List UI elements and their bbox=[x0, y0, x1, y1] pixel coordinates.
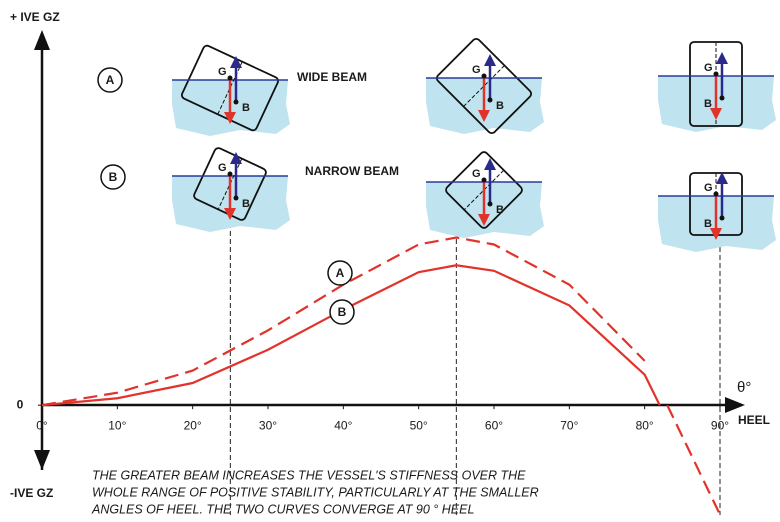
b-point bbox=[719, 215, 725, 221]
y-arrow-up bbox=[34, 30, 50, 50]
x-symbol: θ° bbox=[737, 379, 751, 396]
x-tick-label: 20° bbox=[184, 418, 202, 432]
y-label-top: + IVE GZ bbox=[10, 10, 60, 24]
g-label: G bbox=[218, 162, 227, 174]
y-label-bottom: -IVE GZ bbox=[10, 486, 53, 500]
arrow-head bbox=[230, 152, 242, 164]
x-tick-label: 0° bbox=[36, 418, 48, 432]
series-label: A bbox=[336, 266, 345, 280]
arrow-head bbox=[478, 214, 490, 226]
legend-label: A bbox=[106, 73, 115, 87]
b-label: B bbox=[242, 198, 250, 210]
hull bbox=[435, 37, 533, 135]
x-arrow bbox=[725, 397, 745, 413]
b-label: B bbox=[704, 98, 712, 110]
hull bbox=[181, 44, 279, 132]
x-tick-label: 40° bbox=[334, 418, 352, 432]
g-point bbox=[713, 191, 719, 197]
note-line: WHOLE RANGE OF POSITIVE STABILITY, PARTI… bbox=[92, 485, 539, 499]
x-label: HEEL bbox=[738, 413, 770, 427]
b-label: B bbox=[704, 218, 712, 230]
g-point bbox=[227, 75, 233, 81]
y-arrow-down bbox=[34, 450, 50, 470]
b-label: B bbox=[496, 204, 504, 216]
b-point bbox=[487, 97, 493, 103]
centreline bbox=[463, 65, 505, 107]
g-label: G bbox=[472, 168, 481, 180]
arrow-head bbox=[484, 158, 496, 170]
ship-sketch: GB bbox=[658, 172, 776, 252]
x-tick-label: 70° bbox=[560, 418, 578, 432]
ship-sketch: GB bbox=[172, 147, 290, 232]
g-label: G bbox=[472, 64, 481, 76]
g-point bbox=[481, 73, 487, 79]
y-tick-label: 0 bbox=[17, 397, 24, 411]
legend-circle bbox=[97, 67, 123, 93]
arrow-head bbox=[710, 228, 722, 240]
note-line: ANGLES OF HEEL. THE TWO CURVES CONVERGE … bbox=[91, 502, 474, 516]
arrow-head bbox=[478, 110, 490, 122]
b-point bbox=[233, 195, 239, 201]
series-label: B bbox=[338, 305, 347, 319]
series-label-circle bbox=[327, 260, 353, 286]
g-label: G bbox=[704, 62, 713, 74]
legend-label: B bbox=[109, 170, 118, 184]
g-point bbox=[481, 177, 487, 183]
g-point bbox=[227, 171, 233, 177]
x-tick-label: 60° bbox=[485, 418, 503, 432]
series-line bbox=[41, 236, 721, 516]
x-tick-label: 80° bbox=[636, 418, 654, 432]
b-point bbox=[487, 201, 493, 207]
ship-sketch: GB bbox=[426, 151, 544, 238]
arrow-head bbox=[716, 172, 728, 184]
x-tick-label: 30° bbox=[259, 418, 277, 432]
legend-circle bbox=[100, 164, 126, 190]
b-point bbox=[233, 99, 239, 105]
arrow-head bbox=[230, 56, 242, 68]
beam-label: NARROW BEAM bbox=[305, 164, 399, 178]
beam-label: WIDE BEAM bbox=[297, 70, 367, 84]
arrow-head bbox=[716, 52, 728, 64]
arrow-head bbox=[710, 108, 722, 120]
x-tick-label: 10° bbox=[108, 418, 126, 432]
note-line: THE GREATER BEAM INCREASES THE VESSEL'S … bbox=[92, 468, 526, 482]
x-tick-label: 50° bbox=[410, 418, 428, 432]
arrow-head bbox=[484, 54, 496, 66]
ship-sketch: GB bbox=[426, 37, 544, 135]
b-label: B bbox=[496, 100, 504, 112]
ship-sketch: GB bbox=[172, 44, 290, 136]
arrow-head bbox=[224, 112, 236, 124]
g-label: G bbox=[704, 182, 713, 194]
centreline bbox=[217, 61, 243, 115]
series-label-circle bbox=[329, 299, 355, 325]
g-label: G bbox=[218, 66, 227, 78]
g-point bbox=[713, 71, 719, 77]
ship-sketch: GB bbox=[658, 41, 776, 132]
b-label: B bbox=[242, 102, 250, 114]
arrow-head bbox=[224, 208, 236, 220]
b-point bbox=[719, 95, 725, 101]
